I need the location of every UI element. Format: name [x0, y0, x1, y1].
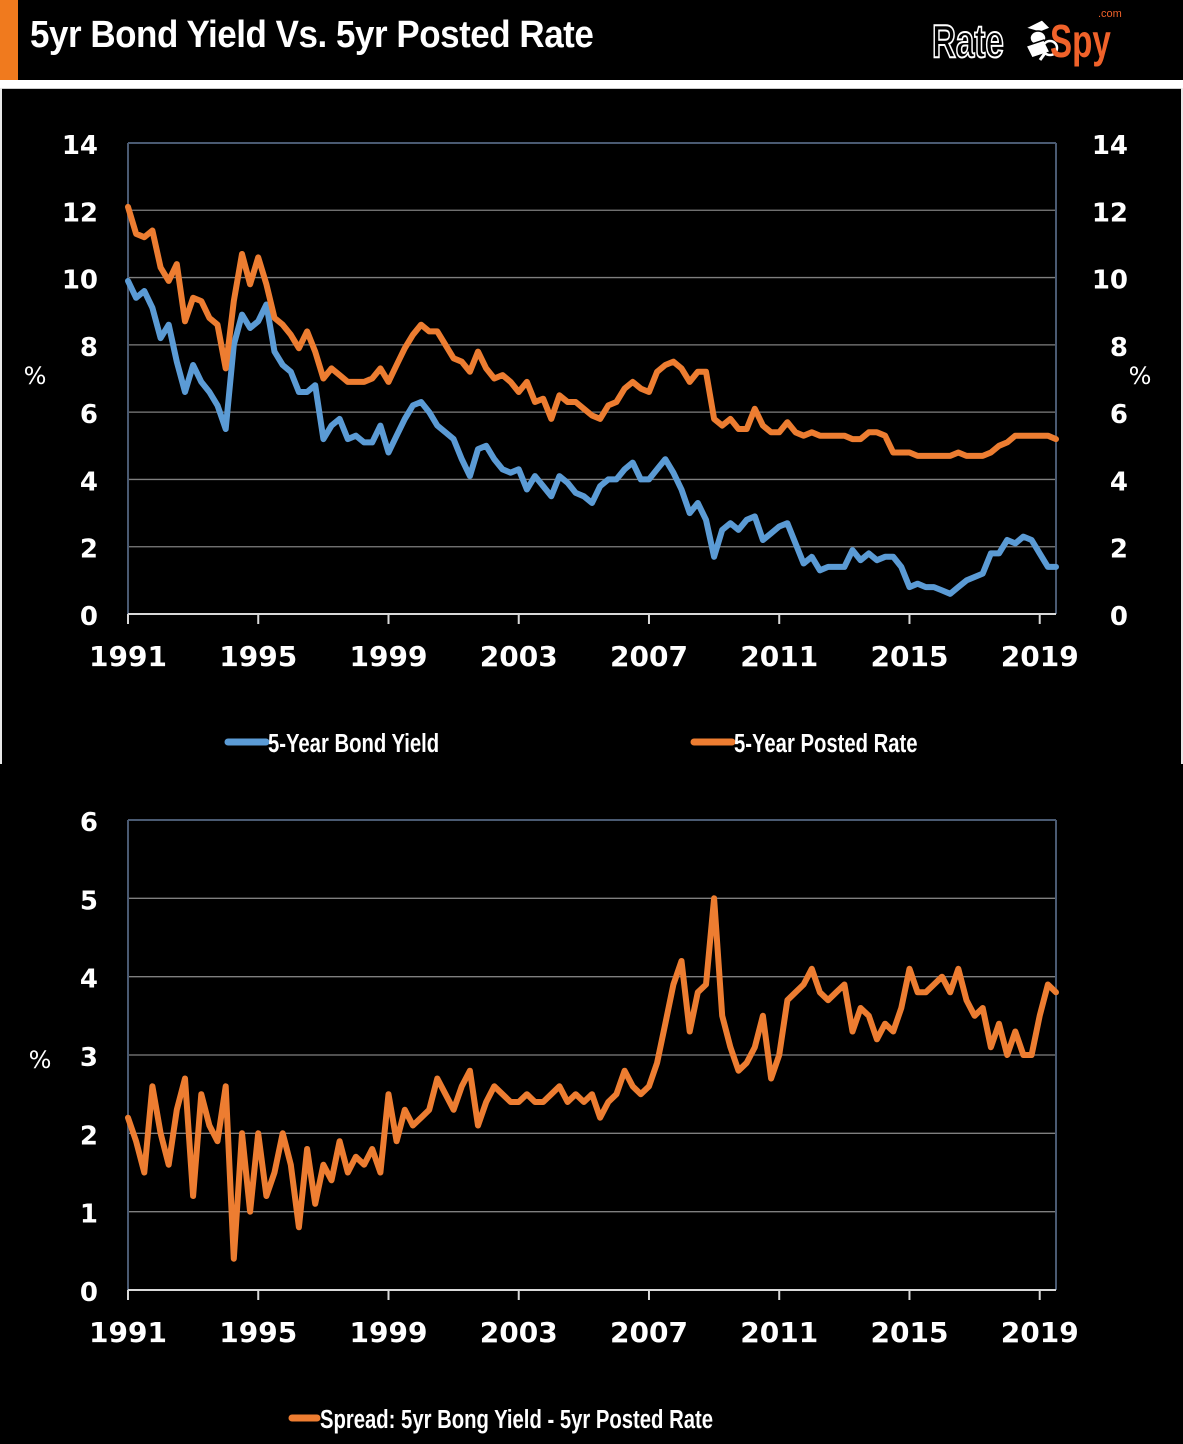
page-title: 5yr Bond Yield Vs. 5yr Posted Rate: [30, 14, 594, 56]
top-chart-y-tick-label: 4: [80, 467, 98, 497]
chart-frame-left: [0, 88, 2, 764]
bottom-chart: 0 1 2 3 4 5 6 1991 1995 1999 2003 2007 2011 2015 2019…: [29, 808, 1079, 1434]
bottom-chart-x-tick-label: 2003: [480, 1316, 558, 1349]
bottom-chart-y-label: %: [29, 1046, 52, 1074]
logo-text-spy: Spy: [1050, 15, 1111, 67]
top-chart-y-tick-label-right: 12: [1092, 198, 1128, 228]
logo-text-rate: Rate: [931, 14, 1004, 68]
top-chart-y-tick-label: 10: [62, 266, 98, 296]
header-bar: 5yr Bond Yield Vs. 5yr Posted Rate Rate …: [0, 0, 1183, 80]
top-chart: 0 2 4 6 8 10 12 14 0 2 4 6 8 10 12 14 1991 1995 1999 2003…: [24, 131, 1152, 758]
legend-label-spread: Spread: 5yr Bong Yield - 5yr Posted Rate: [320, 1405, 713, 1434]
top-chart-x-tick-label: 1991: [89, 640, 167, 673]
bottom-chart-y-tick-label: 3: [80, 1043, 98, 1073]
legend-item-posted-rate[interactable]: 5-Year Posted Rate: [690, 729, 918, 758]
top-chart-x-axis: 1991 1995 1999 2003 2007 2011 2015 2019: [89, 613, 1079, 673]
top-chart-y-tick-label-right: 14: [1092, 131, 1128, 161]
top-chart-y-label-left: %: [24, 362, 47, 390]
bottom-chart-x-tick-label: 1995: [219, 1316, 297, 1349]
top-chart-y-label-right: %: [1129, 362, 1152, 390]
legend-item-spread[interactable]: Spread: 5yr Bong Yield - 5yr Posted Rate: [288, 1405, 713, 1434]
top-chart-y-axis-right: 0 2 4 6 8 10 12 14: [1092, 131, 1128, 632]
legend-label-posted-rate: 5-Year Posted Rate: [734, 729, 918, 758]
top-chart-x-tick-label: 2007: [610, 640, 688, 673]
bottom-chart-x-tick-label: 1991: [89, 1316, 167, 1349]
spy-magnifier-icon: [1024, 19, 1059, 61]
top-chart-x-tick-label: 2015: [871, 640, 949, 673]
top-chart-y-tick-label-right: 4: [1110, 467, 1128, 497]
top-chart-x-tick-label: 2019: [1001, 640, 1079, 673]
chart-frame-right: [1181, 88, 1183, 764]
top-chart-y-tick-label: 8: [80, 333, 98, 363]
bottom-chart-x-tick-label: 2007: [610, 1316, 688, 1349]
bottom-chart-x-tick-label: 2011: [740, 1316, 818, 1349]
top-chart-y-tick-label: 6: [80, 400, 98, 430]
top-chart-y-tick-label: 12: [62, 198, 98, 228]
header-divider: [0, 80, 1183, 89]
bottom-chart-y-axis: 0 1 2 3 4 5 6: [80, 808, 98, 1308]
bottom-chart-y-tick-label: 1: [80, 1200, 98, 1230]
bottom-chart-gridlines: [127, 819, 1057, 1290]
bottom-chart-series-line-0: [125, 895, 1059, 1262]
logo-text-com: .com: [1098, 8, 1122, 20]
top-chart-x-tick-label: 2011: [740, 640, 818, 673]
top-chart-y-tick-label: 2: [80, 535, 98, 565]
top-chart-y-tick-label-right: 8: [1110, 333, 1128, 363]
bottom-chart-y-tick-label: 0: [80, 1278, 98, 1308]
header-accent-bar: [0, 0, 18, 80]
bottom-chart-y-tick-label: 5: [80, 886, 98, 916]
top-chart-x-tick-label: 2003: [480, 640, 558, 673]
ratespy-logo[interactable]: Rate Spy .com: [931, 8, 1142, 68]
top-chart-x-tick-label: 1995: [219, 640, 297, 673]
bottom-chart-x-tick-label: 2019: [1001, 1316, 1079, 1349]
top-chart-x-tick-label: 1999: [350, 640, 428, 673]
top-chart-y-tick-label-right: 10: [1092, 266, 1128, 296]
legend-label-bond-yield: 5-Year Bond Yield: [268, 729, 439, 758]
bottom-chart-x-tick-label: 1999: [350, 1316, 428, 1349]
top-chart-series: [125, 203, 1059, 597]
top-chart-y-axis-left: 0 2 4 6 8 10 12 14: [62, 131, 98, 632]
top-chart-y-tick-label-right: 0: [1110, 602, 1128, 632]
bottom-chart-y-tick-label: 6: [80, 808, 98, 838]
bottom-chart-x-axis: 1991 1995 1999 2003 2007 2011 2015 2019: [89, 1289, 1079, 1349]
top-chart-y-tick-label-right: 6: [1110, 400, 1128, 430]
top-chart-gridlines: [127, 142, 1057, 614]
top-chart-y-tick-label: 14: [62, 131, 98, 161]
bottom-chart-y-tick-label: 2: [80, 1121, 98, 1151]
legend-item-bond-yield[interactable]: 5-Year Bond Yield: [224, 729, 439, 758]
bottom-chart-x-tick-label: 2015: [871, 1316, 949, 1349]
top-chart-y-tick-label-right: 2: [1110, 535, 1128, 565]
top-chart-y-tick-label: 0: [80, 602, 98, 632]
bottom-chart-y-tick-label: 4: [80, 965, 98, 995]
top-chart-series-line-1: [125, 203, 1059, 459]
bottom-chart-series: [125, 895, 1059, 1262]
